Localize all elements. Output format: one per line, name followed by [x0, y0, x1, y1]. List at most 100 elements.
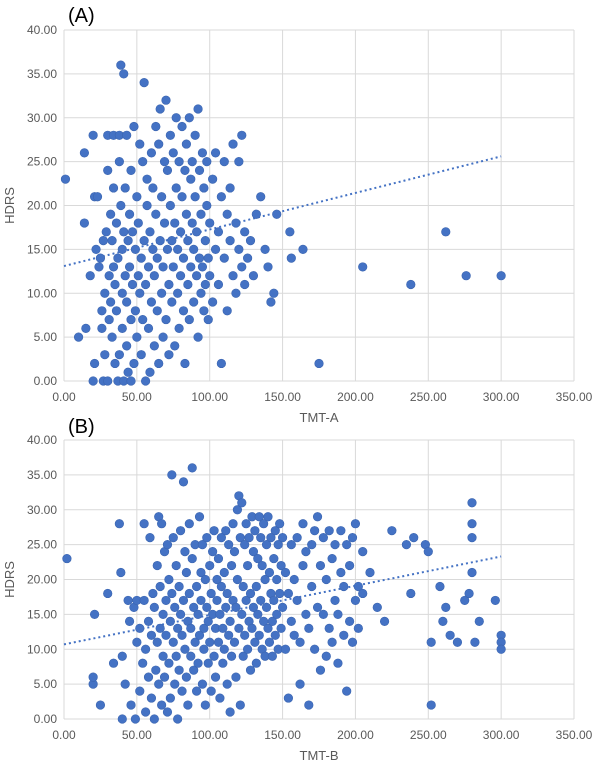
x-tick-label-a: 250.00	[410, 390, 447, 404]
data-point-b	[467, 533, 477, 543]
data-point-b	[216, 581, 226, 592]
data-point-a	[187, 218, 197, 228]
data-point-a	[170, 218, 180, 228]
data-point-b	[251, 658, 261, 668]
data-point-a	[186, 174, 196, 184]
data-point-b	[318, 533, 328, 543]
data-point-a	[181, 139, 191, 149]
data-point-a	[496, 271, 506, 281]
data-point-b	[347, 533, 358, 543]
data-point-b	[250, 526, 260, 536]
data-point-b	[130, 714, 140, 724]
data-point-b	[205, 560, 215, 571]
data-point-b	[151, 665, 161, 675]
data-point-a	[127, 227, 138, 237]
x-ticks-a: 0.00 50.00 100.00 150.00 200.00 250.00 300.00 3…	[52, 390, 592, 404]
chart-a: (A) 0.00 50.00 100.00 150.00 200.00 250.00 300…	[2, 5, 593, 425]
data-point-a	[122, 341, 132, 351]
x-tick-label-b: 250.00	[410, 728, 447, 742]
data-point-b	[219, 644, 229, 654]
data-point-b	[266, 533, 276, 543]
data-point-a	[196, 209, 206, 219]
x-tick-label-b: 350.00	[556, 728, 593, 742]
data-point-b	[116, 567, 126, 578]
data-point-a	[222, 306, 232, 316]
data-point-b	[184, 519, 194, 529]
data-point-b	[177, 630, 187, 640]
data-point-b	[88, 672, 98, 682]
data-point-a	[269, 288, 279, 298]
data-point-a	[168, 262, 178, 272]
data-point-b	[238, 651, 248, 661]
data-point-b	[310, 526, 320, 536]
data-point-a	[136, 350, 146, 360]
data-point-b	[247, 623, 257, 633]
data-point-a	[122, 130, 132, 140]
data-point-a	[358, 262, 368, 272]
data-point-b	[467, 567, 477, 578]
data-point-a	[184, 113, 194, 123]
data-point-b	[190, 637, 200, 647]
data-point-a	[234, 244, 244, 254]
data-point-b	[269, 553, 279, 564]
data-point-a	[146, 297, 157, 307]
y-tick-label-a: 40.00	[27, 23, 57, 37]
data-point-a	[173, 288, 183, 298]
data-point-b	[280, 644, 291, 654]
data-point-b	[237, 609, 247, 619]
x-tick-label-a: 350.00	[556, 390, 593, 404]
points-a	[60, 60, 506, 386]
data-point-a	[116, 200, 126, 211]
data-point-b	[336, 526, 346, 536]
data-point-a	[92, 192, 103, 202]
data-point-b	[203, 658, 213, 668]
data-point-b	[289, 574, 299, 585]
data-point-b	[229, 546, 240, 557]
data-point-b	[126, 700, 136, 710]
data-point-a	[120, 271, 130, 281]
data-point-b	[295, 637, 305, 647]
x-tick-label-b: 300.00	[483, 728, 520, 742]
y-axis-title-b: HDRS	[2, 561, 17, 598]
data-point-a	[145, 367, 155, 377]
data-point-b	[203, 616, 213, 626]
data-point-a	[210, 244, 221, 254]
data-point-a	[158, 332, 168, 342]
data-point-b	[225, 707, 235, 717]
data-point-b	[197, 540, 208, 550]
y-tick-label-b: 30.00	[27, 503, 57, 517]
data-point-a	[141, 376, 151, 386]
data-point-a	[177, 121, 187, 132]
data-point-b	[315, 665, 326, 675]
data-point-b	[170, 602, 180, 613]
data-point-a	[213, 279, 224, 290]
data-point-b	[460, 595, 470, 606]
data-point-b	[342, 540, 352, 550]
data-point-a	[197, 148, 208, 158]
data-point-b	[330, 540, 340, 550]
data-point-b	[154, 679, 164, 689]
data-point-a	[222, 209, 232, 219]
data-point-a	[138, 314, 148, 325]
data-point-b	[226, 651, 237, 661]
data-point-b	[228, 519, 238, 529]
data-point-b	[267, 616, 277, 626]
data-point-b	[178, 477, 189, 487]
data-point-b	[143, 616, 154, 626]
data-point-b	[157, 700, 167, 710]
data-point-b	[310, 644, 320, 654]
data-point-a	[237, 262, 247, 272]
data-point-b	[171, 651, 181, 661]
data-point-b	[149, 602, 159, 613]
data-point-a	[108, 183, 119, 193]
y-tick-label-b: 20.00	[27, 573, 57, 587]
data-point-b	[177, 686, 187, 696]
data-point-a	[192, 227, 202, 237]
data-point-a	[298, 244, 308, 254]
data-point-b	[241, 519, 251, 529]
data-point-a	[114, 350, 124, 360]
data-point-a	[136, 253, 146, 263]
data-point-a	[107, 332, 117, 342]
data-point-b	[286, 616, 296, 626]
data-point-b	[342, 686, 352, 696]
